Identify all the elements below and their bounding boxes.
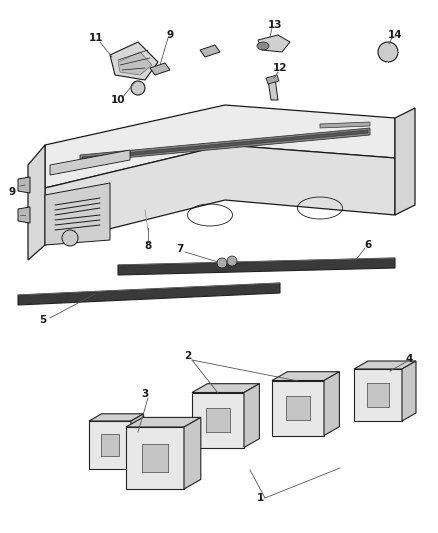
Text: 4: 4 xyxy=(405,354,413,364)
Circle shape xyxy=(378,42,398,62)
Polygon shape xyxy=(395,108,415,215)
Circle shape xyxy=(227,256,237,266)
Polygon shape xyxy=(192,384,259,392)
Polygon shape xyxy=(18,177,30,193)
Polygon shape xyxy=(266,75,279,84)
Polygon shape xyxy=(80,128,370,162)
Polygon shape xyxy=(272,372,339,381)
Polygon shape xyxy=(268,78,278,100)
Text: 11: 11 xyxy=(89,33,103,43)
Polygon shape xyxy=(272,381,324,435)
Text: 5: 5 xyxy=(39,315,46,325)
Polygon shape xyxy=(118,52,152,75)
Circle shape xyxy=(217,258,227,268)
Polygon shape xyxy=(150,63,170,75)
Polygon shape xyxy=(286,395,310,421)
Polygon shape xyxy=(89,421,131,469)
Polygon shape xyxy=(402,361,416,421)
Polygon shape xyxy=(354,361,416,369)
Text: 3: 3 xyxy=(141,389,148,399)
Polygon shape xyxy=(324,372,339,435)
Text: 6: 6 xyxy=(364,240,371,250)
Polygon shape xyxy=(142,444,168,472)
Polygon shape xyxy=(354,369,402,421)
Text: 13: 13 xyxy=(268,20,282,30)
Text: 10: 10 xyxy=(111,95,125,105)
Polygon shape xyxy=(367,383,389,407)
Polygon shape xyxy=(118,258,395,275)
Text: 12: 12 xyxy=(273,63,287,73)
Polygon shape xyxy=(45,145,395,245)
Text: 14: 14 xyxy=(388,30,403,40)
Text: 9: 9 xyxy=(8,187,16,197)
Circle shape xyxy=(62,230,78,246)
Polygon shape xyxy=(50,150,130,175)
Polygon shape xyxy=(89,414,144,421)
Polygon shape xyxy=(206,408,230,432)
Text: 2: 2 xyxy=(184,351,192,361)
Ellipse shape xyxy=(257,42,269,50)
Polygon shape xyxy=(258,35,290,52)
Polygon shape xyxy=(110,42,158,80)
Text: 1: 1 xyxy=(256,493,264,503)
Polygon shape xyxy=(200,45,220,57)
Polygon shape xyxy=(45,105,395,188)
Text: 7: 7 xyxy=(177,244,184,254)
Polygon shape xyxy=(320,122,370,128)
Polygon shape xyxy=(45,183,110,245)
Text: 8: 8 xyxy=(145,241,152,251)
Circle shape xyxy=(131,81,145,95)
Polygon shape xyxy=(184,417,201,489)
Polygon shape xyxy=(192,392,244,448)
Polygon shape xyxy=(244,384,259,448)
Text: 9: 9 xyxy=(166,30,173,40)
Polygon shape xyxy=(18,283,280,305)
Polygon shape xyxy=(126,417,201,427)
Polygon shape xyxy=(18,207,30,223)
Polygon shape xyxy=(126,427,184,489)
Polygon shape xyxy=(82,130,368,160)
Polygon shape xyxy=(131,414,144,469)
Polygon shape xyxy=(28,145,45,260)
Polygon shape xyxy=(101,434,120,456)
